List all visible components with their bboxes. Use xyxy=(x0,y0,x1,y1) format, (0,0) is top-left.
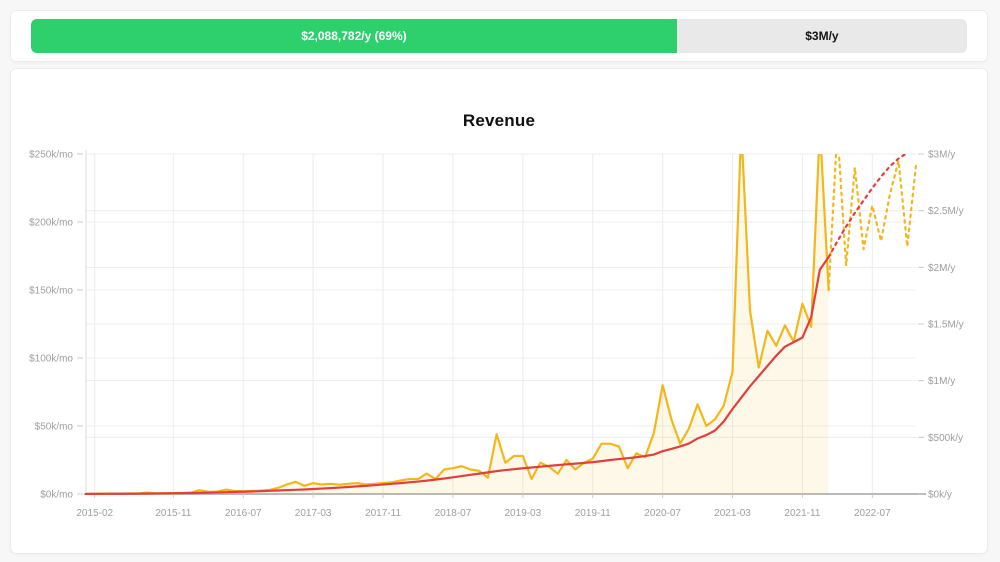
goal-revenue-label: $3M/y xyxy=(805,29,839,43)
revenue-goal-progress-bar: $2,088,782/y (69%) $3M/y xyxy=(31,19,967,53)
series-monthly-revenue-forecast-line xyxy=(827,154,918,292)
left-axis-label: $0k/mo xyxy=(40,490,73,501)
right-axis-label: $0k/y xyxy=(928,490,952,501)
left-axis-label: $100k/mo xyxy=(29,354,73,365)
right-axis-label: $500k/y xyxy=(928,433,963,444)
x-axis-label: 2018-07 xyxy=(435,508,472,519)
x-axis-label: 2015-02 xyxy=(76,508,113,519)
current-revenue-label: $2,088,782/y (69%) xyxy=(301,29,407,43)
x-axis-label: 2022-07 xyxy=(854,508,891,519)
x-axis-label: 2021-03 xyxy=(714,508,751,519)
revenue-goal-progress-fill: $2,088,782/y (69%) xyxy=(31,19,677,53)
left-axis-label: $50k/mo xyxy=(35,422,74,433)
x-axis-label: 2015-11 xyxy=(155,508,191,519)
x-axis-label: 2021-11 xyxy=(784,508,820,519)
x-axis-label: 2020-07 xyxy=(644,508,681,519)
x-axis-label: 2019-03 xyxy=(504,508,541,519)
revenue-chart-svg: $0k/mo $50k/mo $100k/mo $150k/mo $200k/mo $25… xyxy=(29,150,964,520)
x-axis-label: 2017-11 xyxy=(365,508,401,519)
x-axis-label: 2019-11 xyxy=(575,508,611,519)
left-axis-label: $200k/mo xyxy=(29,218,73,229)
revenue-chart-card: Revenue $0k/mo $50k/mo $100k/mo $150k/mo $20… xyxy=(10,68,988,554)
revenue-goal-card: $2,088,782/y (69%) $3M/y xyxy=(10,10,988,62)
chart-title: Revenue xyxy=(462,111,536,130)
series-run-rate-line xyxy=(84,256,830,496)
revenue-goal-remaining: $3M/y xyxy=(677,19,967,53)
left-axis-label: $150k/mo xyxy=(29,286,73,297)
axis-labels-layer: $0k/mo $50k/mo $100k/mo $150k/mo $200k/mo $25… xyxy=(29,150,964,520)
right-axis-label: $1.5M/y xyxy=(928,320,964,331)
series-run-rate-forecast-line xyxy=(827,154,908,259)
left-axis-label: $250k/mo xyxy=(29,150,73,161)
right-axis-label: $3M/y xyxy=(928,150,955,161)
right-axis-label: $2M/y xyxy=(928,263,955,274)
right-axis-label: $2.5M/y xyxy=(928,206,964,217)
x-axis-label: 2017-03 xyxy=(295,508,332,519)
right-axis-label: $1M/y xyxy=(928,376,955,387)
x-axis-label: 2016-07 xyxy=(225,508,262,519)
series-monthly-revenue-area xyxy=(86,154,829,494)
